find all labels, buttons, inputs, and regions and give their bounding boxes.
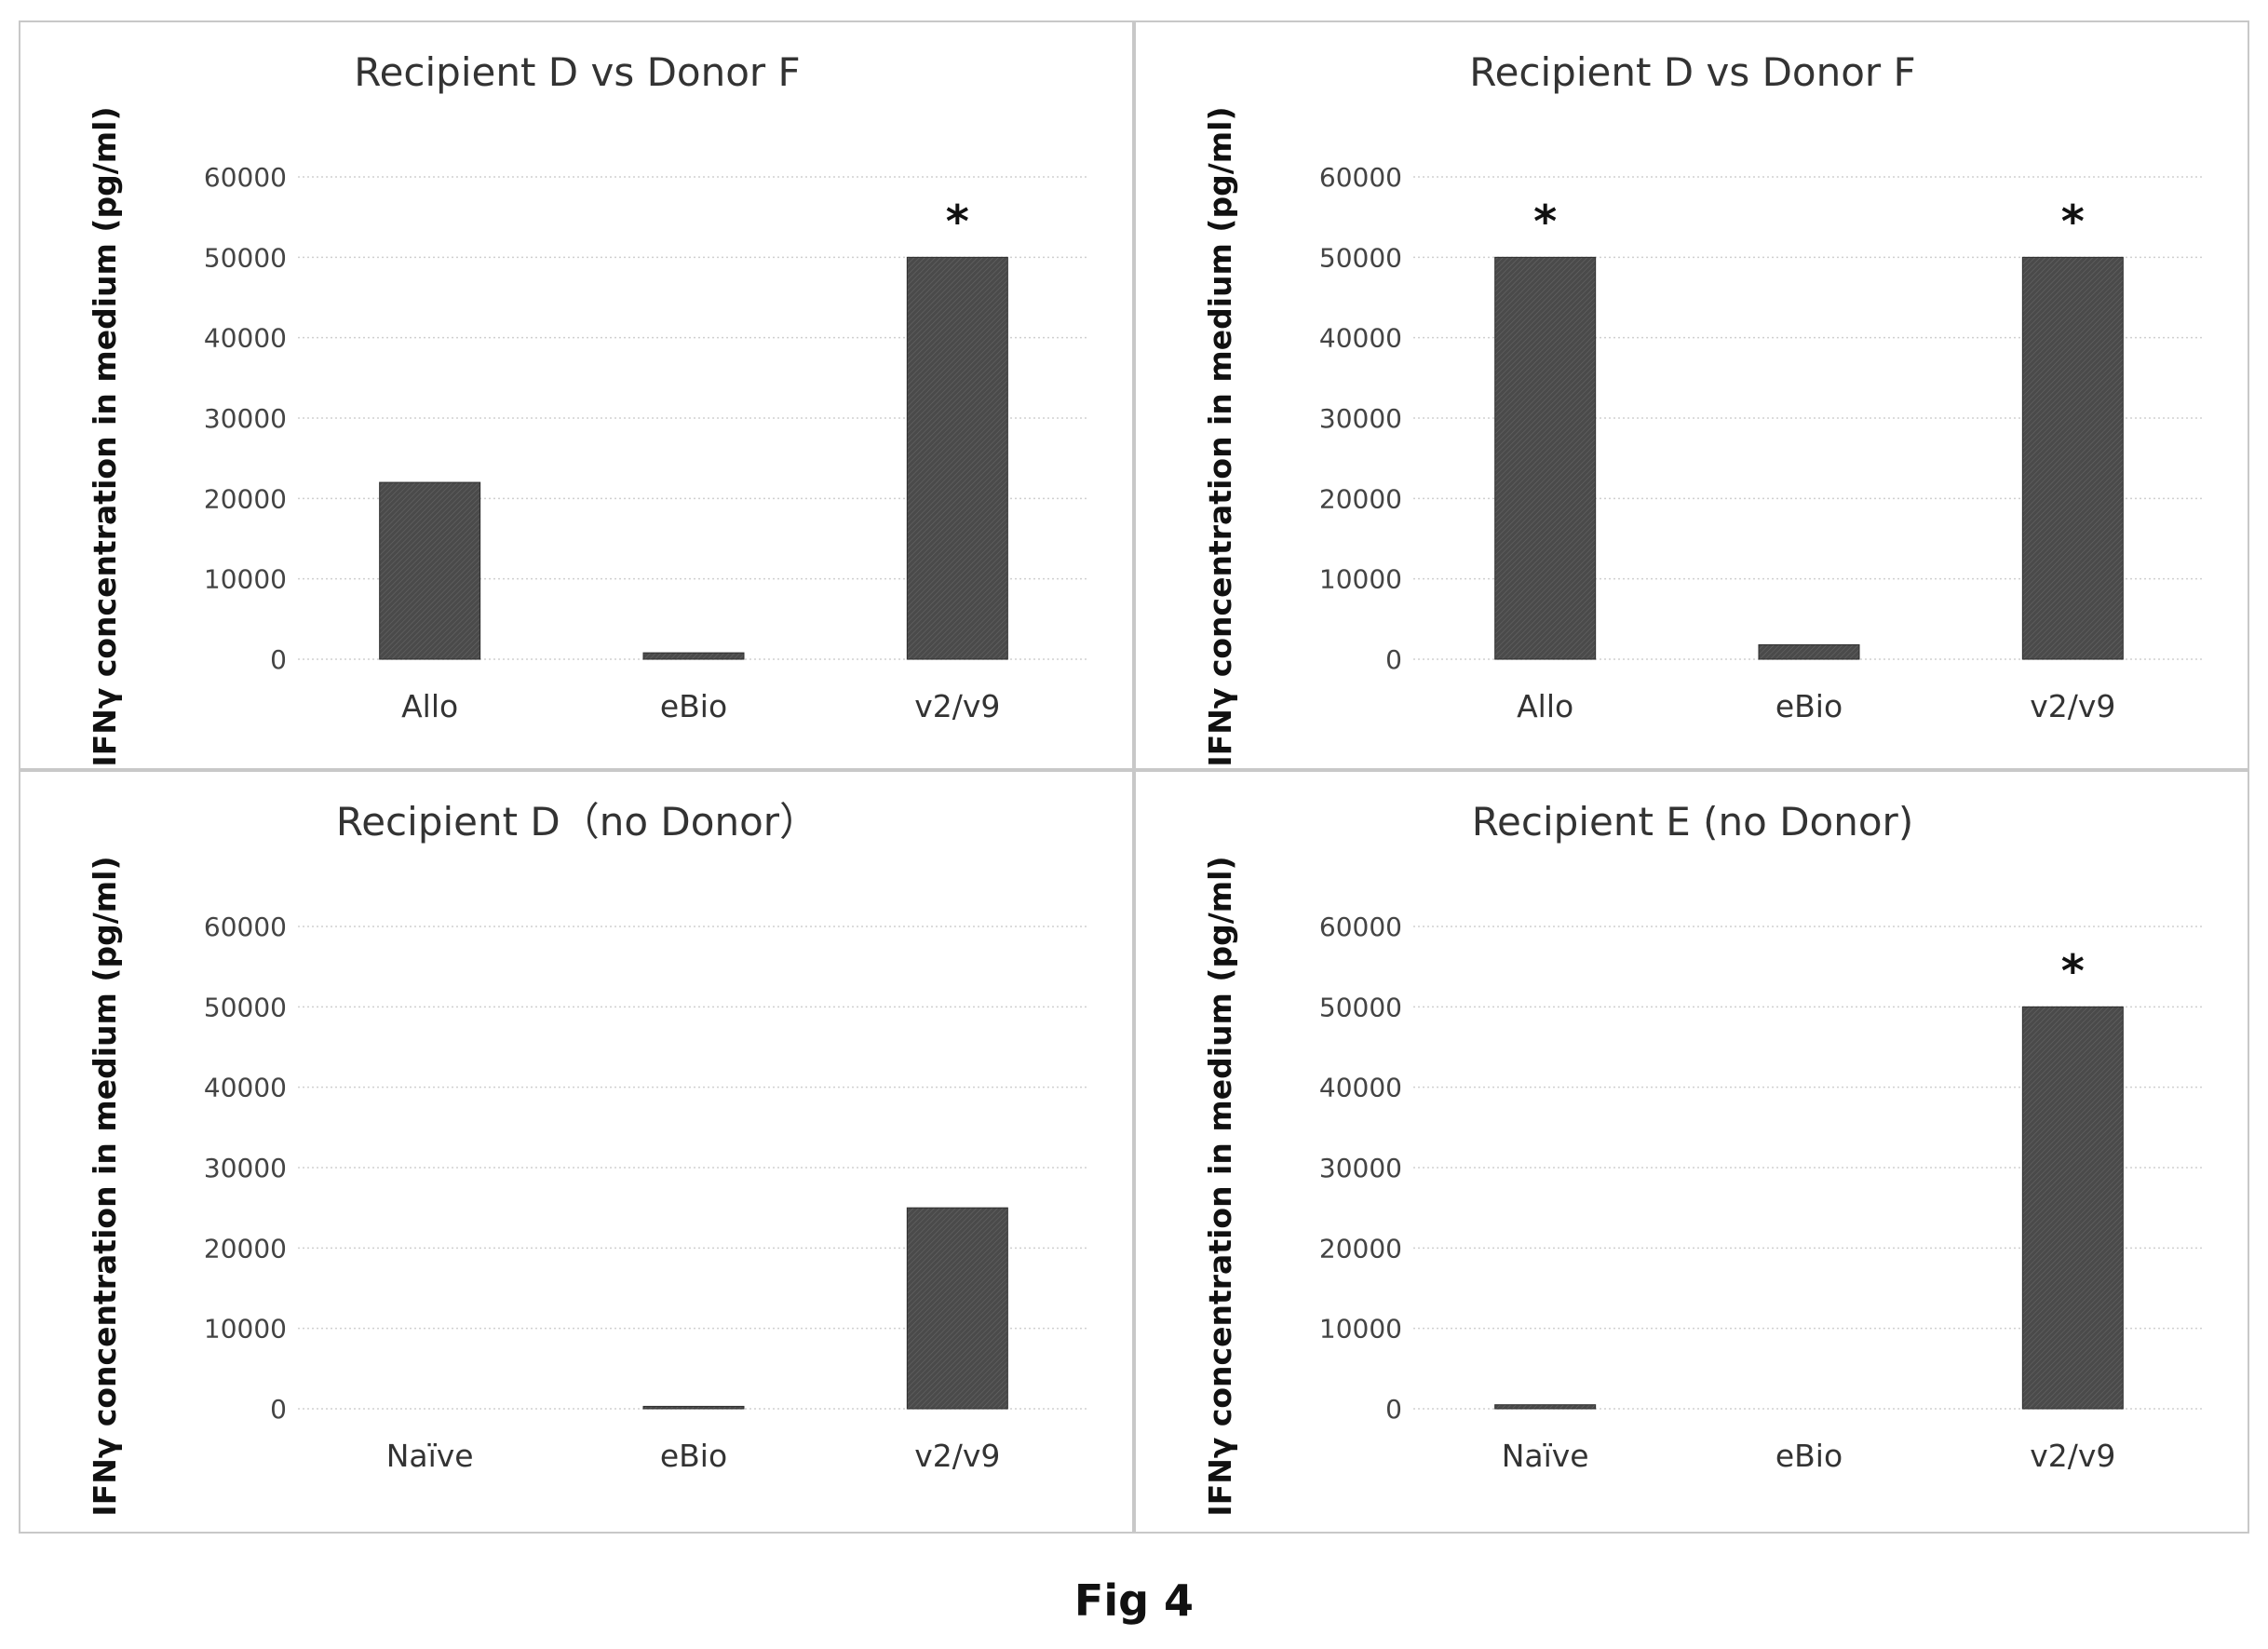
chart-panel-1: Recipient D vs Donor F IFNγ concentration…: [19, 20, 1134, 770]
chart-panel-4: Recipient E (no Donor) IFNγ concentration…: [1134, 770, 2249, 1534]
y-tick-label: 0: [270, 1394, 287, 1425]
bar-1: [1494, 1404, 1597, 1410]
chart-title: Recipient E (no Donor): [1472, 799, 1913, 845]
x-tick-label: Allo: [401, 688, 458, 724]
y-tick-label: 60000: [204, 162, 287, 193]
bar-3: [906, 1207, 1008, 1410]
chart-title: Recipient D vs Donor F: [354, 49, 800, 95]
y-tick-label: 50000: [204, 992, 287, 1022]
y-tick-label: 60000: [1319, 912, 1402, 942]
y-tick-label: 10000: [204, 1314, 287, 1345]
chart-title: Recipient D（no Donor）: [336, 799, 818, 845]
y-tick-label: 30000: [204, 1153, 287, 1183]
y-axis-label: IFNγ concentration in medium (pg/ml): [87, 106, 123, 766]
bar-2: [642, 1405, 745, 1410]
panel-border: [1134, 20, 2249, 770]
x-tick-label: eBio: [1775, 1438, 1843, 1474]
significance-marker: *: [2061, 945, 2085, 997]
y-tick-label: 20000: [1319, 483, 1402, 514]
y-tick-label: 30000: [204, 403, 287, 434]
y-tick-label: 40000: [204, 1073, 287, 1103]
chart-panel-2: Recipient D vs Donor F IFNγ concentration…: [1134, 20, 2249, 770]
y-tick-label: 30000: [1319, 403, 1402, 434]
y-tick-label: 40000: [1319, 1073, 1402, 1103]
significance-marker: *: [946, 196, 969, 248]
panel-border: [19, 770, 1134, 1534]
y-axis-label: IFNγ concentration in medium (pg/ml): [87, 856, 123, 1516]
bar-1: [379, 481, 481, 660]
figure-caption: Fig 4: [1073, 1575, 1195, 1626]
significance-marker: *: [1533, 196, 1557, 248]
y-tick-label: 50000: [1319, 242, 1402, 273]
x-tick-label: eBio: [660, 1438, 727, 1474]
chart-title: Recipient D vs Donor F: [1469, 49, 1915, 95]
y-tick-label: 50000: [1319, 992, 1402, 1022]
y-tick-label: 60000: [204, 912, 287, 942]
bar-3: [2021, 1006, 2124, 1410]
y-tick-label: 60000: [1319, 162, 1402, 193]
x-tick-label: eBio: [660, 688, 727, 724]
x-tick-label: Allo: [1517, 688, 1573, 724]
bar-3: [906, 256, 1008, 660]
y-tick-label: 0: [1385, 1394, 1402, 1425]
x-tick-label: Naïve: [386, 1438, 474, 1474]
panel-border: [19, 20, 1134, 770]
y-tick-label: 20000: [204, 1233, 287, 1264]
bar-2: [1758, 643, 1860, 660]
panel-border: [1134, 770, 2249, 1534]
y-tick-label: 30000: [1319, 1153, 1402, 1183]
x-tick-label: v2/v9: [914, 688, 1000, 724]
x-tick-label: v2/v9: [2030, 688, 2115, 724]
y-tick-label: 10000: [1319, 564, 1402, 595]
x-tick-label: Naïve: [1502, 1438, 1589, 1474]
y-tick-label: 40000: [1319, 323, 1402, 354]
y-axis-label: IFNγ concentration in medium (pg/ml): [1202, 856, 1238, 1516]
y-tick-label: 0: [1385, 644, 1402, 675]
y-axis-label: IFNγ concentration in medium (pg/ml): [1202, 106, 1238, 766]
bar-1: [1494, 256, 1597, 660]
bar-2: [642, 652, 745, 660]
y-tick-label: 50000: [204, 242, 287, 273]
y-tick-label: 40000: [204, 323, 287, 354]
x-tick-label: eBio: [1775, 688, 1843, 724]
y-tick-label: 10000: [1319, 1314, 1402, 1345]
x-tick-label: v2/v9: [2030, 1438, 2115, 1474]
x-tick-label: v2/v9: [914, 1438, 1000, 1474]
y-tick-label: 0: [270, 644, 287, 675]
y-tick-label: 20000: [204, 483, 287, 514]
y-tick-label: 10000: [204, 564, 287, 595]
significance-marker: *: [2061, 196, 2085, 248]
y-tick-label: 20000: [1319, 1233, 1402, 1264]
chart-panel-3: Recipient D（no Donor） IFNγ concentration …: [19, 770, 1134, 1534]
bar-3: [2021, 256, 2124, 660]
